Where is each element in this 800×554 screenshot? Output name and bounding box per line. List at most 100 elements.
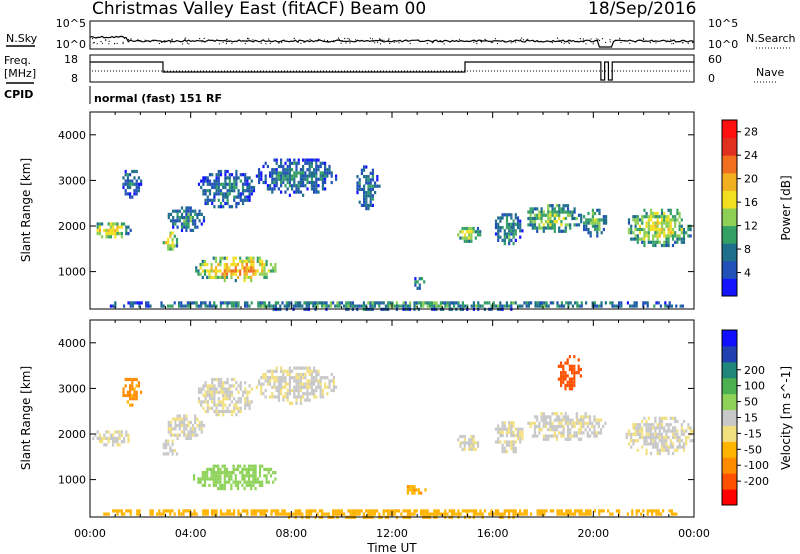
heatmap-cell [183, 420, 186, 424]
heatmap-cell [318, 509, 321, 513]
heatmap-cell [217, 390, 220, 394]
heatmap-cell [269, 171, 272, 175]
noise-search-point [383, 39, 385, 41]
station-title: Christmas Valley East (fitACF) [92, 0, 345, 19]
heatmap-cell [185, 216, 188, 220]
heatmap-cell [197, 400, 201, 404]
heatmap-cell [235, 185, 238, 190]
heatmap-cell [135, 182, 138, 186]
heatmap-cell [558, 210, 561, 214]
heatmap-cell [213, 400, 216, 404]
heatmap-cell [602, 221, 605, 225]
heatmap-cell [299, 382, 302, 386]
heatmap-cell [563, 304, 566, 308]
heatmap-cell [247, 480, 251, 484]
freq-line [90, 61, 694, 81]
heatmap-cell [604, 421, 607, 425]
heatmap-cell [233, 406, 236, 410]
heatmap-cell [175, 237, 179, 242]
heatmap-cell [202, 176, 205, 180]
heatmap-cell [426, 304, 429, 308]
heatmap-cell [378, 184, 381, 188]
heatmap-cell [641, 227, 644, 232]
heatmap-cell [215, 509, 218, 513]
heatmap-cell [246, 403, 249, 407]
colorbar-segment [722, 330, 737, 347]
heatmap-cell [461, 226, 464, 231]
heatmap-cell [549, 226, 552, 230]
heatmap-cell [256, 269, 259, 273]
heatmap-cell [643, 416, 646, 420]
heatmap-cell [239, 387, 242, 391]
heatmap-cell [204, 390, 207, 394]
heatmap-cell [580, 512, 583, 516]
heatmap-cell [503, 512, 506, 516]
heatmap-cell [255, 509, 258, 513]
heatmap-cell [595, 418, 598, 422]
heatmap-cell [499, 301, 502, 305]
noise-search-point [417, 39, 419, 41]
noise-search-point [140, 40, 142, 43]
heatmap-cell [636, 218, 639, 222]
heatmap-cell [214, 477, 218, 481]
heatmap-cell [459, 236, 462, 240]
heatmap-cell [212, 474, 215, 478]
heatmap-cell [299, 372, 302, 377]
heatmap-cell [116, 440, 119, 444]
heatmap-cell [126, 377, 129, 382]
heatmap-cell [512, 242, 515, 246]
heatmap-cell [228, 182, 231, 186]
heatmap-cell [573, 424, 576, 429]
noise-search-point [186, 42, 188, 44]
heatmap-cell [176, 433, 179, 437]
heatmap-cell [669, 439, 672, 443]
heatmap-cell [260, 171, 263, 175]
heatmap-cell [225, 263, 229, 267]
heatmap-cell [660, 227, 664, 232]
heatmap-cell [558, 213, 561, 217]
heatmap-cell [215, 403, 218, 407]
heatmap-cell [562, 216, 565, 221]
heatmap-cell [647, 442, 650, 446]
heatmap-cell [503, 238, 506, 242]
heatmap-cell [304, 158, 307, 162]
heatmap-cell [228, 387, 231, 391]
heatmap-cell [295, 366, 298, 370]
heatmap-cell [671, 429, 675, 433]
heatmap-cell [252, 483, 255, 487]
heatmap-cell [306, 158, 309, 162]
heatmap-cell [284, 174, 287, 178]
heatmap-cell [564, 210, 567, 214]
heatmap-cell [627, 218, 631, 222]
heatmap-cell [584, 415, 587, 419]
heatmap-cell [194, 417, 197, 421]
heatmap-cell [275, 174, 278, 178]
heatmap-cell [282, 372, 285, 377]
heatmap-cell [189, 206, 192, 210]
heatmap-cell [512, 430, 515, 434]
heatmap-cell [654, 429, 657, 433]
heatmap-cell [174, 222, 177, 226]
heatmap-cell [271, 171, 274, 175]
heatmap-cell [358, 178, 361, 182]
heatmap-cell [266, 184, 269, 188]
heatmap-cell [315, 395, 318, 399]
heatmap-cell [131, 304, 134, 308]
heatmap-cell [272, 269, 275, 273]
heatmap-cell [226, 512, 229, 516]
heatmap-cell [343, 304, 346, 308]
heatmap-cell [169, 231, 172, 235]
heatmap-cell [305, 509, 308, 513]
heatmap-cell [645, 231, 648, 235]
heatmap-cell [679, 304, 682, 308]
heatmap-cell [272, 304, 275, 308]
heatmap-cell [116, 225, 119, 229]
heatmap-cell [501, 424, 504, 428]
heatmap-cell [560, 229, 563, 233]
heatmap-cell [230, 471, 233, 475]
heatmap-cell [284, 385, 287, 389]
heatmap-cell [269, 474, 273, 478]
heatmap-cell [529, 210, 532, 214]
heatmap-cell [211, 397, 214, 401]
